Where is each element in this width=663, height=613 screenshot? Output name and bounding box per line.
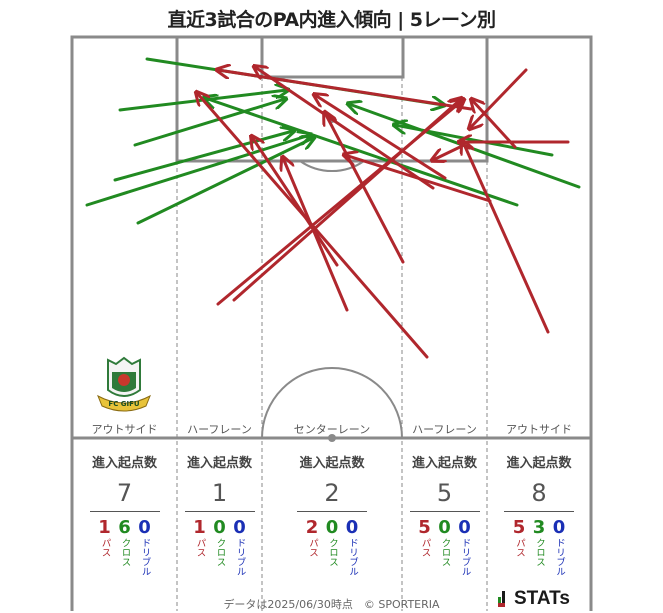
stat-cross-count: 0 [325,517,339,538]
center-spot [328,434,336,442]
lane-label-outside-right: アウトサイド [506,423,572,436]
stat-pass-label: パス [514,538,525,557]
crest-text: FC GIFU [108,400,139,408]
lane-stats-outside-left: 進入起点数 7 1 パス 6 クロス 0 ドリブル [72,452,177,576]
stat-dribble-count: 0 [552,517,566,538]
stat-pass-label: パス [419,538,431,557]
stat-dribble-label: ドリブル [139,538,151,576]
lane-stats-center: 進入起点数 2 2 パス 0 クロス 0 ドリブル [262,452,402,576]
stat-dribble-label: ドリブル [554,538,565,576]
footer-note: データは2025/06/30時点 © SPORTERIA [223,598,440,611]
stat-cross-label: クロス [119,538,131,567]
chart-title: 直近3試合のPA内進入傾向 | 5レーン別 [167,9,496,31]
stat-pass-count: 1 [98,517,111,538]
pass-arrow [345,155,492,203]
lane-stats-halflane-left: 進入起点数 1 1 パス 0 クロス 0 ドリブル [177,452,262,576]
stat-pass-count: 5 [512,517,526,538]
pass-arrow [283,158,349,312]
pass-arrow [472,100,517,149]
pitch-lines [70,35,593,611]
pass-arrow [470,68,528,128]
stat-pass-count: 1 [193,517,206,538]
stat-pass-label: パス [307,538,318,557]
lane-label-outside-left: アウトサイド [91,423,158,436]
stat-total: 7 [116,479,133,507]
stat-pass-label: パス [194,538,206,557]
lane-stats-halflane-right: 進入起点数 5 5 パス 0 クロス 0 ドリブル [402,452,487,576]
pass-arrow [232,99,461,302]
stat-total: 8 [531,479,547,507]
stat-dribble-count: 0 [345,517,359,538]
cross-arrow [85,135,310,207]
lane-label-halflane-left: ハーフレーン [187,423,252,436]
lane-dividers [176,77,488,611]
pass-arrow [218,70,473,111]
stat-pass-count: 2 [305,517,319,538]
stat-pass-count: 5 [418,517,431,538]
stat-header: 進入起点数 [411,456,477,471]
stat-cross-count: 0 [438,517,451,538]
pass-arrow [255,67,435,190]
stats-logo: STATs [498,588,570,610]
stats-logo-icon [498,591,508,607]
stat-total: 5 [436,479,453,507]
stat-dribble-label: ドリブル [459,538,471,576]
stat-header: 進入起点数 [506,456,572,471]
stat-total: 2 [324,479,340,507]
lane-label-halflane-right: ハーフレーン [412,423,477,436]
stat-cross-label: クロス [327,538,338,567]
stat-dribble-count: 0 [458,517,471,538]
cross-arrow [133,99,285,147]
stat-header: 進入起点数 [186,456,252,471]
stat-total: 1 [211,479,228,507]
stat-cross-count: 6 [118,517,131,538]
stat-cross-label: クロス [439,538,451,567]
stat-cross-label: クロス [534,538,545,567]
stat-header: 進入起点数 [299,456,365,471]
cross-arrow [205,98,519,207]
stat-dribble-count: 0 [233,517,246,538]
pass-arrow [325,113,405,264]
lane-stats-outside-right: 進入起点数 8 5 パス 3 クロス 0 ドリブル [487,452,591,576]
club-crest-icon: FC GIFU [97,356,151,412]
stat-dribble-count: 0 [138,517,151,538]
pass-arrow [433,145,462,160]
stat-cross-count: 0 [213,517,226,538]
stat-dribble-label: ドリブル [347,538,358,576]
cross-arrow [136,138,313,225]
arrow-layer [85,57,581,359]
stat-header: 進入起点数 [91,456,157,471]
stat-dribble-label: ドリブル [234,538,246,576]
stat-cross-label: クロス [214,538,226,567]
pass-arrow [252,137,339,267]
lane-label-center: センターレーン [293,423,371,436]
stats-logo-text: STATs [514,588,570,609]
center-circle [261,367,403,439]
goal-area [260,35,405,79]
stat-cross-count: 3 [532,517,546,538]
stat-pass-label: パス [99,538,111,557]
pass-arrow [463,142,550,334]
